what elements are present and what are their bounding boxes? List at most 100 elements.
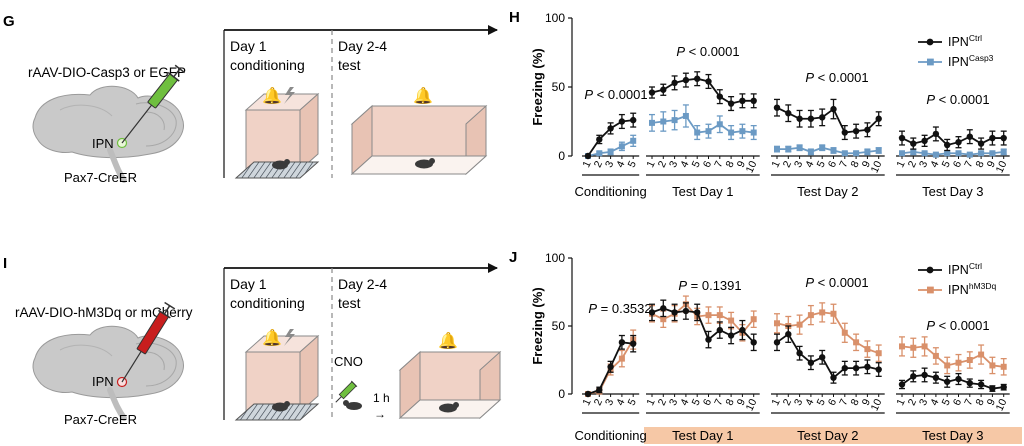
data-point — [727, 100, 735, 107]
y-tick-label: 50 — [552, 319, 566, 333]
x-tick-label: 4 — [928, 159, 941, 170]
cno-label: CNO — [334, 354, 363, 369]
x-tick-label: 1 — [580, 159, 593, 170]
data-point — [716, 121, 723, 128]
y-tick-label: 0 — [558, 387, 565, 401]
x-tick-label: 2 — [656, 397, 669, 408]
legend-marker — [926, 266, 934, 274]
data-point — [864, 148, 871, 155]
data-point — [671, 117, 678, 124]
data-point — [796, 144, 803, 151]
x-tick-label: 8 — [723, 159, 736, 170]
data-point — [682, 76, 690, 84]
data-point — [607, 363, 614, 370]
arrow-right-icon: → — [374, 407, 386, 421]
region-label-i: IPN — [92, 374, 114, 389]
x-tick-label: 5 — [940, 159, 953, 170]
y-tick-label: 100 — [545, 251, 565, 265]
series-line — [901, 374, 1004, 390]
day2-label-g: Day 2-4 — [338, 38, 387, 54]
series-line — [901, 150, 1004, 156]
x-tick-label: 10 — [994, 397, 1010, 413]
data-point — [819, 309, 826, 316]
p-value-label: P = 0.3532 — [588, 301, 651, 316]
data-point — [830, 147, 837, 154]
x-tick-label: 9 — [860, 159, 873, 170]
bell-icon: 🔔 — [262, 87, 282, 105]
x-tick-label: 5 — [690, 397, 703, 408]
data-point — [774, 320, 780, 327]
panel-letter-g: G — [3, 13, 15, 30]
x-tick-label: 9 — [985, 397, 998, 408]
x-tick-label: 1 — [580, 397, 593, 408]
data-point — [1000, 134, 1007, 142]
data-point — [596, 386, 603, 394]
data-point — [728, 129, 735, 136]
data-point — [852, 127, 860, 135]
data-point — [660, 316, 667, 323]
data-point — [671, 309, 678, 316]
x-tick-label: 1 — [644, 159, 657, 170]
p-value-label: P < 0.0001 — [805, 275, 868, 290]
x-tick-label: 6 — [951, 159, 964, 170]
x-tick-label: 4 — [678, 159, 691, 170]
data-point — [1000, 384, 1007, 391]
x-tick-label: 5 — [626, 159, 639, 170]
x-tick-label: 4 — [614, 397, 627, 408]
data-point — [910, 344, 917, 351]
data-point — [739, 326, 746, 334]
section-label: Test Day 3 — [922, 428, 983, 443]
x-tick-label: 9 — [735, 397, 748, 408]
data-point — [864, 363, 871, 370]
x-tick-label: 10 — [869, 397, 885, 413]
series-line — [776, 106, 880, 134]
series-line — [777, 146, 879, 155]
section-band — [892, 427, 1022, 444]
data-point — [682, 112, 689, 119]
data-point — [716, 312, 723, 319]
test-box-i — [398, 350, 502, 420]
data-point — [618, 355, 625, 362]
series-line — [651, 307, 755, 343]
x-tick-label: 8 — [723, 397, 736, 408]
data-point — [944, 141, 951, 149]
data-point — [660, 86, 667, 93]
data-point — [852, 364, 860, 372]
data-point — [921, 137, 928, 145]
legend-label: IPNCasp3 — [948, 53, 994, 69]
day2-sub-g: test — [338, 57, 361, 73]
data-point — [977, 381, 985, 388]
data-point — [841, 364, 848, 372]
data-point — [660, 118, 667, 125]
x-tick-label: 10 — [744, 397, 760, 413]
x-tick-label: 4 — [678, 397, 691, 408]
data-point — [648, 309, 656, 316]
series-line — [651, 302, 755, 335]
x-tick-label: 10 — [869, 159, 885, 175]
x-tick-label: 4 — [928, 397, 941, 408]
x-tick-label: 6 — [701, 397, 714, 408]
x-tick-label: 5 — [626, 397, 639, 408]
day1-label-i: Day 1 — [230, 276, 267, 292]
data-point — [705, 78, 712, 85]
x-tick-label: 10 — [994, 159, 1010, 175]
series-line — [776, 311, 880, 355]
y-tick-label: 100 — [545, 11, 565, 25]
data-point — [875, 366, 882, 373]
data-point — [989, 134, 996, 142]
data-point — [977, 140, 985, 147]
x-tick-label: 7 — [837, 397, 850, 408]
data-point — [630, 340, 637, 347]
data-point — [750, 339, 757, 346]
p-value-label: P < 0.0001 — [926, 318, 989, 333]
data-point — [989, 362, 996, 369]
data-point — [910, 148, 917, 155]
data-point — [966, 133, 973, 140]
data-point — [819, 354, 826, 361]
data-point — [630, 116, 637, 124]
day2-label-i: Day 2-4 — [338, 276, 387, 292]
data-point — [727, 332, 735, 339]
data-point — [1000, 363, 1007, 370]
data-point — [807, 115, 815, 122]
series-line — [651, 77, 754, 105]
